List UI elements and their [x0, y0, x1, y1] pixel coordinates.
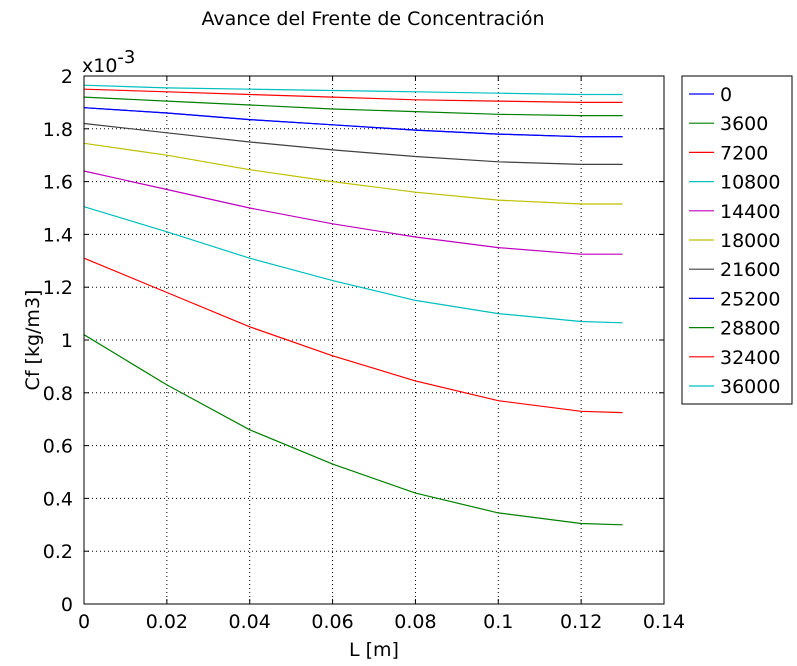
y-exponent-label: x10-3 — [82, 47, 135, 77]
x-tick-label: 0.12 — [560, 611, 602, 633]
legend-label-10800: 10800 — [720, 172, 780, 194]
y-tick-label: 1.4 — [43, 224, 73, 246]
x-tick-label: 0.1 — [483, 611, 513, 633]
y-axis-label: Cf [kg/m3] — [22, 290, 44, 391]
legend-label-7200: 7200 — [720, 142, 768, 164]
y-exponent-base: x10 — [82, 55, 117, 77]
x-tick-label: 0.02 — [146, 611, 188, 633]
x-tick-label: 0.06 — [311, 611, 353, 633]
series-line-3600 — [83, 96, 623, 117]
y-tick-label: 0.6 — [43, 436, 73, 458]
plot-area — [83, 75, 665, 605]
series-line-21600 — [83, 122, 623, 165]
y-tick-label: 1.6 — [43, 172, 73, 194]
y-exponent-power: -3 — [117, 47, 135, 68]
legend-label-3600: 3600 — [720, 113, 768, 135]
y-tick-label: 0.2 — [43, 541, 73, 563]
series-line-28800 — [83, 334, 623, 526]
y-tick-labels: 0 0.2 0.4 0.6 0.8 1 1.2 1.4 1.6 1.8 2 — [43, 66, 73, 616]
series-line-25200 — [83, 107, 623, 138]
y-tick-label: 2 — [61, 66, 73, 88]
legend-label-36000: 36000 — [720, 376, 780, 398]
y-tick-label: 1.8 — [43, 119, 73, 141]
series-line-32400 — [83, 257, 623, 414]
x-tick-labels: 0 0.02 0.04 0.06 0.08 0.1 0.12 0.14 — [78, 611, 685, 633]
x-tick-label: 0 — [78, 611, 90, 633]
y-tick-label: 0 — [61, 594, 73, 616]
series-line-36000 — [83, 206, 623, 324]
chart-title: Avance del Frente de Concentración — [201, 8, 544, 30]
x-tick-label: 0.04 — [229, 611, 271, 633]
series-line-7200 — [83, 88, 623, 104]
legend-label-32400: 32400 — [720, 347, 780, 369]
x-axis-label: L [m] — [349, 639, 399, 661]
legend-label-14400: 14400 — [720, 201, 780, 223]
legend-items: 0 3600 7200 10800 14400 18000 21600 25200 28800 3… — [689, 84, 780, 398]
tick-marks — [83, 75, 665, 605]
legend-label-25200: 25200 — [720, 288, 780, 310]
legend-label-18000: 18000 — [720, 230, 780, 252]
legend-label-28800: 28800 — [720, 318, 780, 340]
x-tick-label: 0.14 — [643, 611, 685, 633]
y-tick-label: 1 — [61, 330, 73, 352]
x-tick-label: 0.08 — [394, 611, 436, 633]
y-tick-label: 0.4 — [43, 488, 73, 510]
series-line-10800 — [83, 84, 623, 96]
series-line-18000 — [83, 142, 623, 205]
y-tick-label: 1.2 — [43, 277, 73, 299]
series-layer — [83, 84, 623, 526]
legend-label-21600: 21600 — [720, 259, 780, 281]
series-line-14400 — [83, 170, 623, 255]
y-tick-label: 0.8 — [43, 383, 73, 405]
legend: 0 3600 7200 10800 14400 18000 21600 25200 28800 3… — [681, 75, 793, 405]
legend-label-0: 0 — [720, 84, 732, 106]
